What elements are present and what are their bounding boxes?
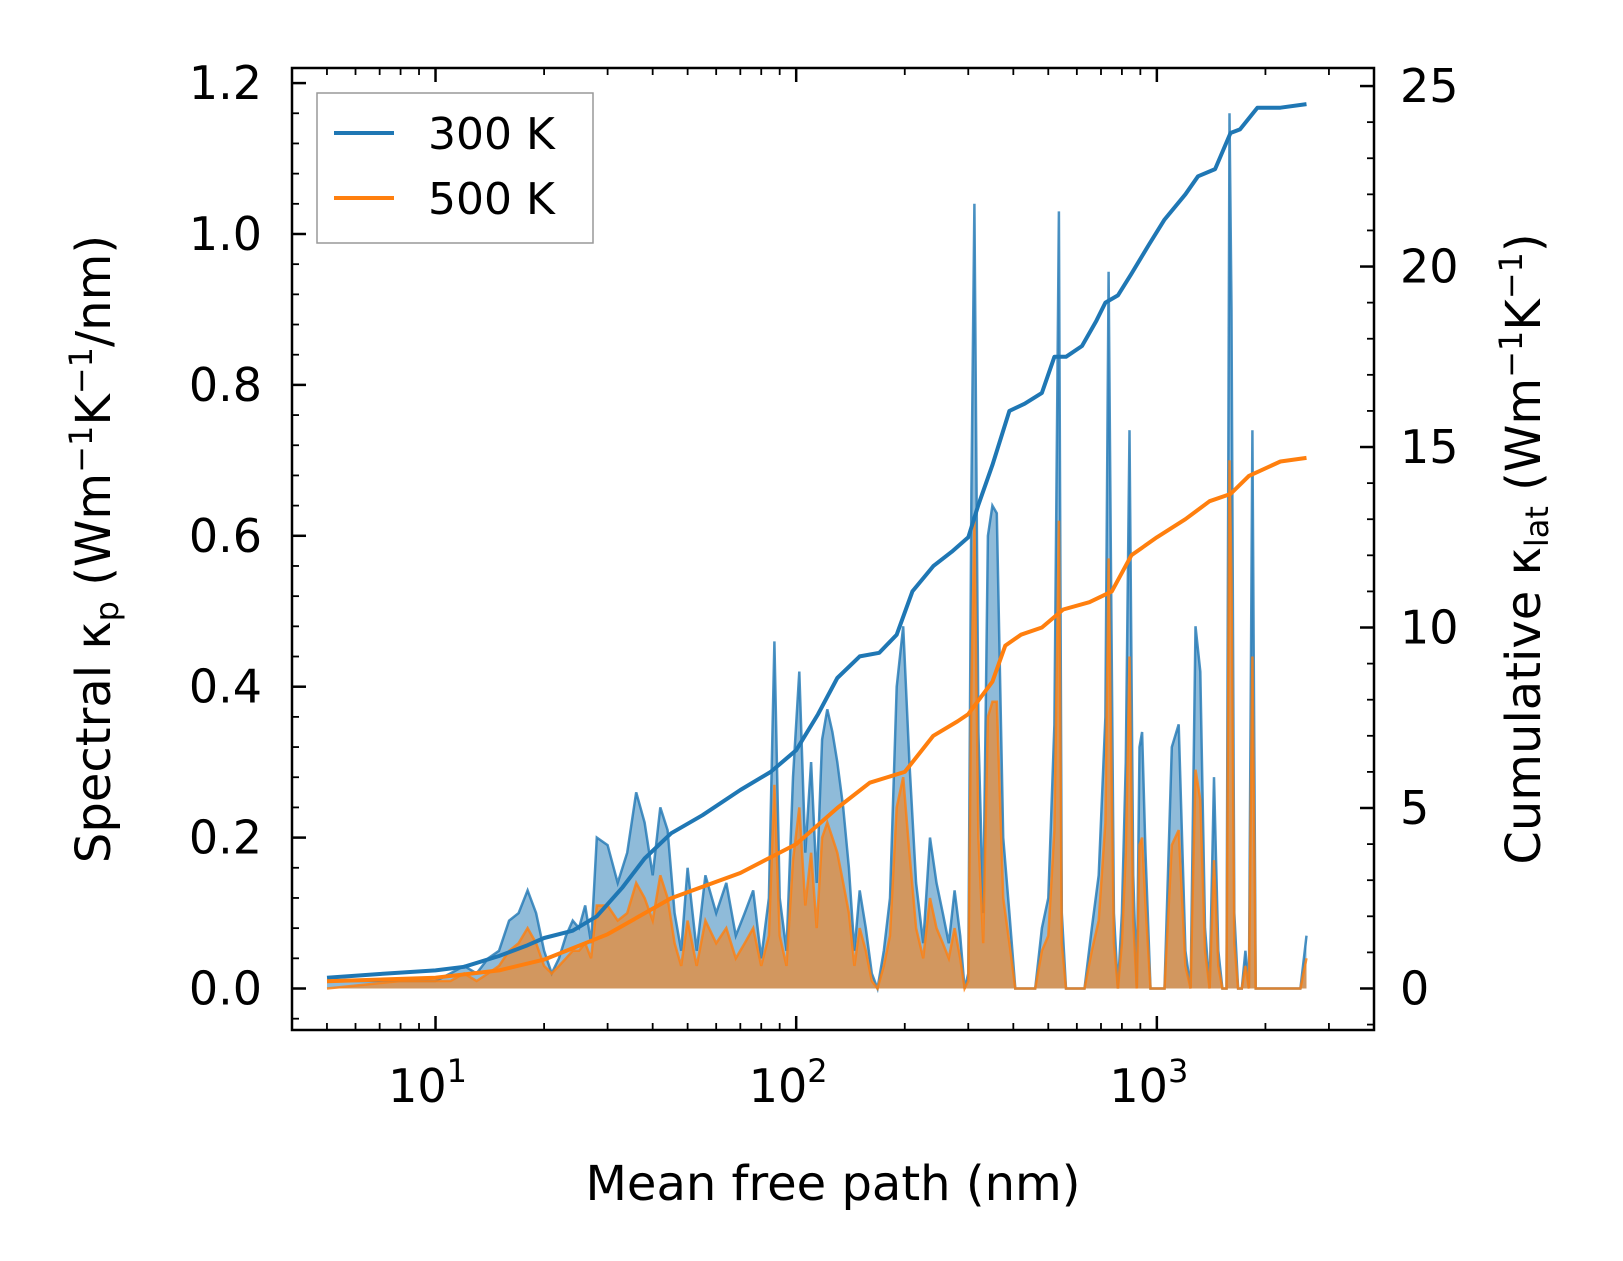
y-axis-label-right: Cumulative κlat (Wm−1K−1): [1492, 233, 1556, 864]
y-tick-label: 1.0: [189, 207, 262, 261]
y-right-tick-label: 25: [1400, 59, 1459, 113]
y-tick-label: 1.2: [189, 56, 262, 110]
y-tick-label: 0.2: [189, 811, 262, 865]
legend-label-300k: 300 K: [428, 109, 556, 160]
legend: 300 K 500 K: [316, 92, 594, 244]
x-tick-label: 102: [749, 1052, 828, 1113]
cumulative-line-500-k: [326, 455, 1307, 984]
y-tick-label: 0.6: [189, 509, 262, 563]
y-tick-label: 0.4: [189, 660, 262, 714]
y-right-tick-label: 20: [1400, 240, 1459, 294]
y-right-tick-label: 5: [1400, 781, 1429, 835]
spectral-line-300-k-spectral: [327, 113, 1308, 994]
axis-ticks: 101 102 103 0.0 0.2 0.4 0.6 0.8 1.0 1.2 0 5 10 15 20 25: [189, 56, 1459, 1113]
x-tick-label: 101: [388, 1052, 467, 1113]
plot-frame: [290, 66, 1376, 1032]
cumulative-line-300-k: [326, 102, 1307, 980]
cumulative-lines: [326, 102, 1307, 984]
x-tick-label: 103: [1109, 1052, 1188, 1113]
x-axis-label: Mean free path (nm): [586, 1156, 1081, 1212]
y-right-tick-label: 10: [1400, 601, 1459, 655]
spectral-line-500-k-spectral: [326, 460, 1308, 993]
y-axis-label-left: Spectral κp (Wm−1K−1/nm): [62, 235, 126, 863]
y-tick-label: 0.0: [189, 962, 262, 1016]
legend-box: [316, 92, 594, 244]
legend-label-500k: 500 K: [428, 174, 556, 225]
y-right-tick-label: 0: [1400, 961, 1429, 1015]
y-right-tick-label: 15: [1400, 420, 1459, 474]
spectral-fills: [326, 113, 1308, 994]
y-tick-label: 0.8: [189, 358, 262, 412]
